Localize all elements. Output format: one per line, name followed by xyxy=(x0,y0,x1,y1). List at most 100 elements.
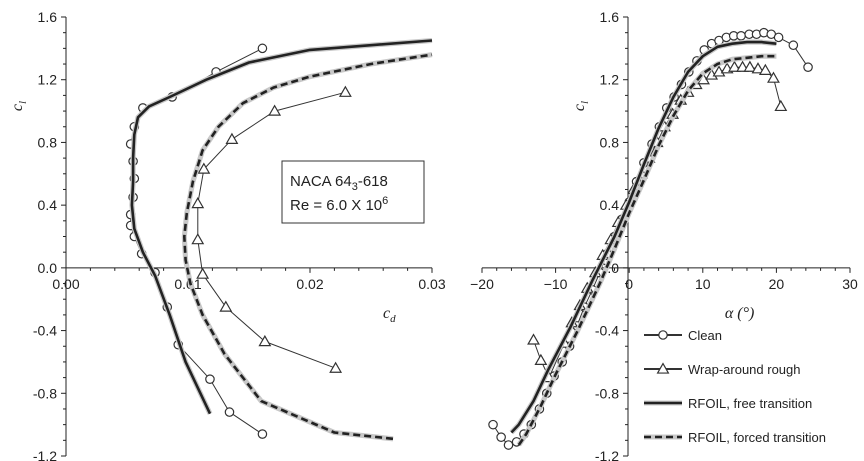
annotation-line-1-sub: 3 xyxy=(352,181,358,193)
y-tick-label: -0.8 xyxy=(33,385,57,401)
legend-swatch-marker xyxy=(656,362,670,374)
data-point xyxy=(268,104,282,116)
data-point xyxy=(338,85,352,97)
series-rfoil-free-transition xyxy=(129,37,433,415)
series-line xyxy=(197,91,346,369)
data-point xyxy=(191,233,205,245)
y-tick-label: 0.4 xyxy=(600,197,620,213)
legend-item-rfoil-forced-transition: RFOIL, forced transition xyxy=(644,430,826,445)
annotation-line-1-main: NACA 64 xyxy=(290,173,352,190)
series-line-shadow xyxy=(516,53,777,447)
y-tick-label: -0.8 xyxy=(595,385,619,401)
y-tick-label: 1.6 xyxy=(600,9,620,25)
data-point xyxy=(751,62,765,74)
data-point xyxy=(743,60,757,72)
chart-panel-1: 1.61.20.80.40.0-0.4-0.8-1.20.00 0.01 0.02 0… xyxy=(9,9,446,461)
data-point xyxy=(225,132,239,144)
legend-item-wrap-around-rough: Wrap-around rough xyxy=(644,362,801,377)
y-axis-title-sub: l xyxy=(579,101,591,104)
y-tick-label: -0.4 xyxy=(33,323,57,339)
legend-item-rfoil-free-transition: RFOIL, free transition xyxy=(644,396,812,411)
legend-label: RFOIL, forced transition xyxy=(688,430,826,445)
annotation-line-2: Re = 6.0 X 106 xyxy=(290,195,388,214)
data-point xyxy=(258,334,272,347)
data-point xyxy=(736,31,746,41)
series-rfoil-forced-transition xyxy=(516,53,777,447)
x-tick-label: −20 xyxy=(470,276,494,292)
data-point xyxy=(503,440,514,450)
y-axis-title: cl xyxy=(9,101,29,111)
series-line xyxy=(510,40,777,434)
legend-item-clean: Clean xyxy=(644,328,722,343)
series-rfoil-free-transition xyxy=(509,39,777,435)
data-point xyxy=(488,419,498,430)
annotation-line-2-sup: 6 xyxy=(382,195,388,207)
annotation-frame xyxy=(281,160,425,224)
data-point xyxy=(257,43,268,54)
chart-panel-2: 1.61.20.80.40.0-0.4-0.8-1.2−20 −10 0 10 20 30… xyxy=(470,9,858,461)
series-wrap-around-rough xyxy=(191,85,352,373)
x-tick-label: 0.00 xyxy=(52,276,79,292)
x-axis-title-sub: d xyxy=(390,313,396,325)
annotation-line-1: NACA 643-618 xyxy=(290,173,388,193)
series-rfoil-forced-transition xyxy=(181,52,433,442)
data-point xyxy=(224,407,235,417)
data-point xyxy=(205,374,215,384)
y-tick-label: 0.0 xyxy=(38,260,58,276)
y-tick-label: 0.8 xyxy=(38,134,58,150)
y-tick-label: 0.4 xyxy=(38,197,58,213)
y-axis-title-sub: l xyxy=(17,101,29,104)
y-tick-label: 1.2 xyxy=(38,72,58,88)
x-tick-label: 30 xyxy=(842,276,858,292)
x-tick-label: 10 xyxy=(695,276,711,292)
legend-swatch-marker xyxy=(658,330,668,340)
series-line xyxy=(517,54,777,446)
annotation-line-1-end: -618 xyxy=(358,173,388,190)
y-tick-label: -1.2 xyxy=(595,448,619,461)
data-point xyxy=(191,196,205,209)
data-point xyxy=(712,65,726,77)
x-tick-label: 0.02 xyxy=(296,276,323,292)
legend-label: RFOIL, free transition xyxy=(688,396,812,411)
annotation-line-2-main: Re = 6.0 X 10 xyxy=(290,197,382,214)
data-point xyxy=(774,99,788,112)
x-tick-label: 0.03 xyxy=(418,276,445,292)
series-line xyxy=(183,53,433,441)
x-axis-title-main: c xyxy=(383,305,390,322)
series-line xyxy=(130,39,433,415)
y-tick-label: -0.4 xyxy=(595,323,619,339)
legend: Clean Wrap-around rough RFOIL, free transi… xyxy=(644,328,826,445)
series-line-shadow xyxy=(181,52,433,442)
y-tick-label: 1.6 xyxy=(38,9,58,25)
x-tick-label: 20 xyxy=(769,276,785,292)
x-tick-label: 0 xyxy=(625,276,633,292)
y-tick-label: 1.2 xyxy=(600,72,620,88)
y-tick-label: -1.2 xyxy=(33,448,57,461)
y-axis-title: cl xyxy=(571,101,591,111)
legend-label: Clean xyxy=(688,328,722,343)
data-point xyxy=(767,71,780,83)
data-point xyxy=(496,432,506,442)
data-point xyxy=(773,32,784,43)
data-point xyxy=(219,300,233,312)
x-tick-label: −10 xyxy=(544,276,568,292)
data-point xyxy=(197,162,211,174)
data-point xyxy=(329,361,343,373)
data-point xyxy=(728,60,741,72)
data-point xyxy=(788,40,799,51)
data-point xyxy=(196,267,210,279)
data-point xyxy=(534,353,548,366)
y-axis-title-main: c xyxy=(9,104,26,111)
x-axis-title-main: α (°) xyxy=(725,305,754,322)
x-axis-title: α (°) xyxy=(725,305,754,322)
x-axis-title: cd xyxy=(383,305,396,325)
legend-label: Wrap-around rough xyxy=(688,362,801,377)
series-clean xyxy=(488,27,813,450)
data-point xyxy=(803,62,813,72)
data-point xyxy=(527,333,540,345)
data-point xyxy=(257,429,268,439)
annotation-box: NACA 643-618 Re = 6.0 X 106 xyxy=(281,160,425,224)
data-point xyxy=(758,63,772,75)
y-tick-label: 0.8 xyxy=(600,134,620,150)
